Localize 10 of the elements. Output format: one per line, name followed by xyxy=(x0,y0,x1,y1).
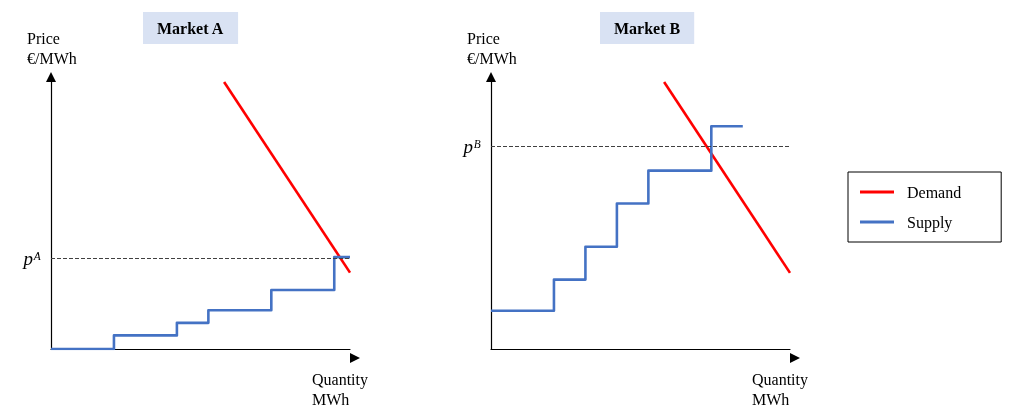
chart-title: Market A xyxy=(157,19,224,37)
y-axis-title: Price €/MWh xyxy=(27,29,77,67)
ref-line-label: pᴬ xyxy=(21,247,42,269)
x-axis-title: Quantity MWh xyxy=(312,370,368,408)
chart-title: Market B xyxy=(614,19,681,37)
y-axis-title: Price €/MWh xyxy=(467,29,517,67)
legend-label: Supply xyxy=(907,213,953,232)
legend-label: Demand xyxy=(907,183,962,201)
ref-line-label: pᴮ xyxy=(461,135,482,157)
x-axis-title: Quantity MWh xyxy=(752,370,808,408)
